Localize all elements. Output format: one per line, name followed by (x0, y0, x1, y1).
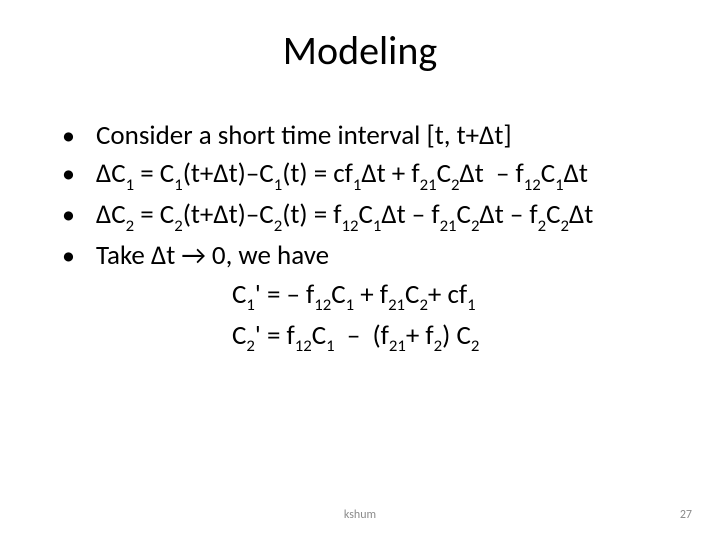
slide: Modeling • Consider a short time interva… (0, 0, 720, 540)
bullet-dot: • (62, 197, 96, 232)
delta-symbol: ∆ (479, 119, 494, 152)
bullet-text: Take ∆t → 0, we have (96, 238, 680, 274)
bullet-text: ∆C2 = C2(t+∆t)–C2(t) = f12C1∆t – f21C2∆t… (96, 197, 680, 236)
bullet-text: ∆C1 = C1(t+∆t)–C1(t) = cf1∆t + f21C2∆t –… (96, 156, 680, 195)
bullet-row: • Take ∆t → 0, we have (62, 238, 680, 274)
equation-line: C1' = – f12C1 + f21C2+ cf1 (232, 277, 680, 316)
content-area: • Consider a short time interval [t, t+∆… (62, 118, 680, 357)
footer-author: kshum (0, 508, 720, 522)
page-title: Modeling (0, 26, 720, 75)
bullet-dot: • (62, 118, 96, 153)
bullet-row: • Consider a short time interval [t, t+∆… (62, 118, 680, 154)
equation-line: C2' = f12C1 – (f21+ f2) C2 (232, 318, 680, 357)
bullet-dot: • (62, 156, 96, 191)
bullet-dot: • (62, 238, 96, 273)
page-number: 27 (680, 508, 692, 522)
bullet-text: Consider a short time interval [t, t+∆t] (96, 118, 680, 154)
bullet-row: • ∆C2 = C2(t+∆t)–C2(t) = f12C1∆t – f21C2… (62, 197, 680, 236)
bullet-row: • ∆C1 = C1(t+∆t)–C1(t) = cf1∆t + f21C2∆t… (62, 156, 680, 195)
arrow-symbol: → (181, 239, 205, 272)
